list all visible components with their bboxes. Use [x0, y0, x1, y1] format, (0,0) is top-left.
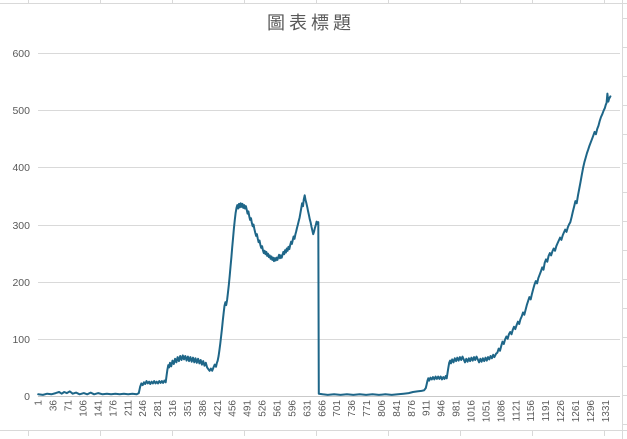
svg-text:386: 386: [198, 400, 209, 417]
svg-text:1086: 1086: [496, 400, 507, 423]
svg-text:841: 841: [392, 400, 403, 417]
svg-text:1016: 1016: [467, 400, 478, 423]
svg-text:500: 500: [12, 105, 30, 117]
svg-text:631: 631: [302, 400, 313, 417]
svg-text:456: 456: [228, 400, 239, 417]
svg-text:281: 281: [153, 400, 164, 417]
svg-text:600: 600: [12, 48, 30, 60]
svg-text:491: 491: [243, 400, 254, 417]
svg-text:736: 736: [347, 400, 358, 417]
svg-text:141: 141: [93, 400, 104, 417]
chart-title: 圖表標題: [267, 13, 355, 33]
svg-text:596: 596: [287, 400, 298, 417]
svg-text:351: 351: [183, 400, 194, 417]
svg-text:100: 100: [12, 334, 30, 346]
svg-text:771: 771: [362, 400, 373, 417]
svg-text:246: 246: [138, 400, 149, 417]
svg-text:1331: 1331: [601, 400, 612, 423]
svg-text:1051: 1051: [481, 400, 492, 423]
svg-text:1191: 1191: [541, 400, 552, 422]
svg-text:1156: 1156: [526, 400, 537, 422]
svg-text:526: 526: [258, 400, 269, 417]
chart-area[interactable]: [0, 4, 622, 430]
svg-text:876: 876: [407, 400, 418, 417]
svg-text:666: 666: [317, 400, 328, 417]
svg-text:200: 200: [12, 277, 30, 289]
svg-text:211: 211: [123, 400, 134, 416]
svg-text:911: 911: [422, 400, 433, 416]
svg-text:806: 806: [377, 400, 388, 417]
svg-text:946: 946: [437, 400, 448, 417]
svg-text:1: 1: [34, 400, 45, 406]
svg-text:176: 176: [108, 400, 119, 417]
svg-text:1296: 1296: [586, 400, 597, 423]
svg-text:300: 300: [12, 220, 30, 232]
svg-text:106: 106: [79, 400, 90, 417]
svg-text:561: 561: [273, 400, 284, 417]
svg-text:1121: 1121: [511, 400, 522, 422]
svg-text:1261: 1261: [571, 400, 582, 423]
svg-text:701: 701: [332, 400, 343, 417]
svg-text:981: 981: [452, 400, 463, 417]
svg-text:0: 0: [24, 391, 30, 403]
svg-text:400: 400: [12, 162, 30, 174]
svg-text:1226: 1226: [556, 400, 567, 423]
svg-text:421: 421: [213, 400, 224, 417]
svg-text:71: 71: [64, 400, 75, 412]
svg-text:316: 316: [168, 400, 179, 417]
svg-text:36: 36: [49, 400, 60, 412]
